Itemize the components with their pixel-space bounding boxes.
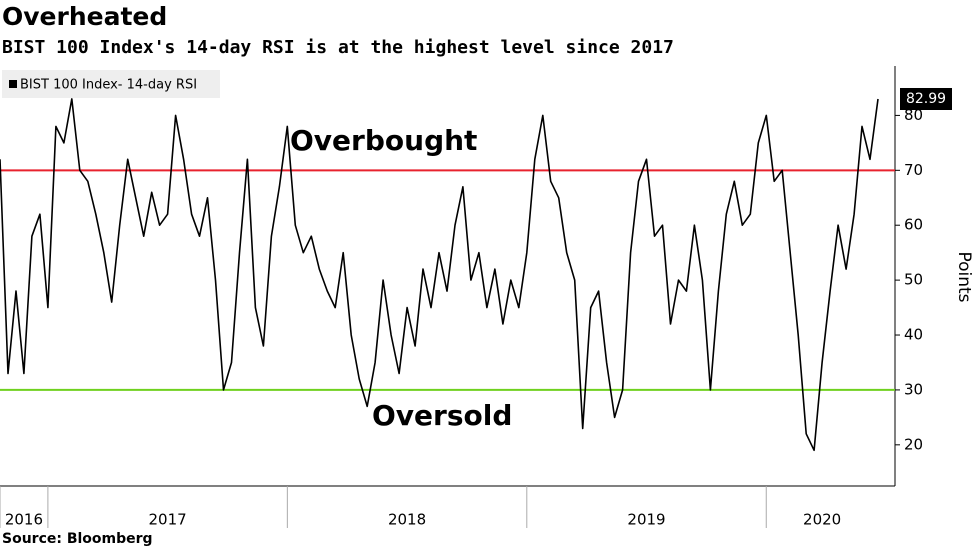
legend-label: BIST 100 Index- 14-day RSI [20, 78, 197, 93]
chart-title: Overheated [2, 2, 167, 31]
source: Source: Bloomberg [2, 531, 153, 547]
value-label-box [900, 87, 952, 110]
value-label: 82.99 [906, 91, 946, 107]
legend-box [2, 70, 220, 98]
y-tick-label: 20 [904, 435, 923, 453]
series-line [0, 98, 879, 452]
y-tick-label: 70 [904, 161, 923, 179]
x-tick-label: 2017 [149, 511, 187, 529]
y-tick-label: 60 [904, 216, 923, 234]
y-tick-label: 80 [904, 106, 923, 124]
x-tick-label: 2018 [388, 511, 426, 529]
y-tick-label: 30 [904, 380, 923, 398]
legend-swatch [9, 80, 17, 88]
x-tick-label: 2016 [5, 511, 43, 529]
x-tick-label: 2020 [803, 511, 841, 529]
y-tick-label: 40 [904, 326, 923, 344]
y-tick-label: 50 [904, 271, 923, 289]
chart-subtitle: BIST 100 Index's 14-day RSI is at the hi… [2, 37, 674, 58]
annotation: Overbought [290, 124, 477, 157]
y-axis-label: Points [954, 251, 974, 302]
annotation: Oversold [372, 399, 512, 432]
x-tick-label: 2019 [627, 511, 665, 529]
